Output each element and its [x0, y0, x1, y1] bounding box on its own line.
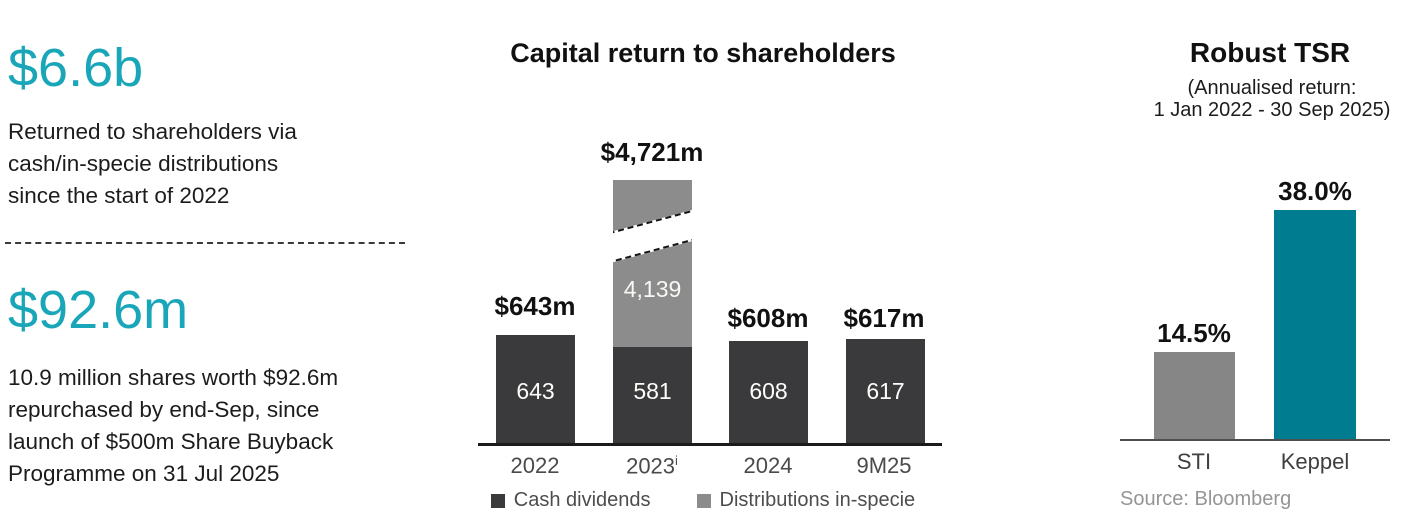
tsr-subtitle-line2: 1 Jan 2022 - 30 Sep 2025)	[1153, 99, 1391, 121]
category-2023-text: 2023	[626, 453, 676, 479]
tsr-sti-bar	[1154, 352, 1235, 440]
distributions-in-specie-swatch-icon	[696, 493, 711, 508]
bar-2023-inspecie-value: 4,139	[623, 276, 682, 302]
legend-item-distributions-in-specie: Distributions in-specie	[696, 489, 916, 512]
stat-returned-value: $6.6b	[8, 38, 144, 98]
total-label-2024: $608m	[727, 303, 809, 333]
bar-9m25-cash-value: 617	[866, 378, 905, 404]
tsr-subtitle-line1: (Annualised return:	[1187, 77, 1357, 99]
footnote-marker-i: i	[675, 453, 678, 468]
total-label-9m25: $617m	[843, 303, 925, 333]
bar-2024-cash-value: 608	[749, 378, 788, 404]
capital-return-x-axis	[478, 443, 942, 446]
stat-buyback-value: $92.6m	[8, 280, 189, 340]
stat-returned-line2: cash/in-specie distributions	[8, 151, 279, 176]
category-9m25: 9M25	[856, 453, 912, 478]
tsr-title: Robust TSR	[1189, 37, 1351, 68]
tsr-subtitle: (Annualised return: 1 Jan 2022 - 30 Sep …	[1117, 77, 1414, 121]
tsr-sti-value-label: 14.5%	[1157, 318, 1231, 348]
source-note: Source: Bloomberg	[1120, 488, 1292, 510]
capital-return-title: Capital return to shareholders	[510, 38, 896, 68]
capital-return-legend: Cash dividends Distributions in-specie	[420, 489, 986, 512]
bar-2022-cash-value: 643	[516, 378, 555, 404]
tsr-category-sti: STI	[1176, 449, 1212, 474]
stat-returned-line3: since the start of 2022	[8, 183, 230, 208]
cash-dividends-swatch-icon	[490, 493, 505, 508]
tsr-x-axis	[1120, 439, 1390, 441]
bar-9m25-cash-segment: 617	[846, 339, 925, 444]
tsr-keppel-value-label: 38.0%	[1278, 176, 1352, 206]
axis-break-band	[613, 208, 692, 264]
category-2024: 2024	[743, 453, 793, 478]
bar-2022-cash-segment: 643	[496, 335, 575, 444]
bar-2023-cash-value: 581	[633, 378, 672, 404]
dashed-divider	[5, 242, 405, 244]
total-label-2023: $4,721m	[600, 137, 704, 167]
legend-item-cash-dividends: Cash dividends	[490, 489, 651, 512]
stat-returned-line1: Returned to shareholders via	[8, 119, 297, 144]
stat-buyback-line1: 10.9 million shares worth $92.6m	[8, 365, 339, 390]
category-2023: 2023i	[592, 453, 712, 479]
bar-2023-cash-segment: 581	[613, 347, 692, 444]
category-2022: 2022	[510, 453, 560, 478]
bar-2024-cash-segment: 608	[729, 341, 808, 444]
bar-2023-inspecie-segment: 4,139	[613, 180, 692, 347]
stat-buyback-line3: launch of $500m Share Buyback	[8, 429, 334, 454]
stat-returned-description: Returned to shareholders via cash/in-spe…	[8, 116, 297, 212]
total-label-2022: $643m	[494, 291, 576, 321]
tsr-category-keppel: Keppel	[1280, 449, 1350, 474]
distributions-in-specie-label: Distributions in-specie	[719, 489, 916, 511]
stat-buyback-line2: repurchased by end-Sep, since	[8, 397, 320, 422]
stat-buyback-line4: Programme on 31 Jul 2025	[8, 461, 280, 486]
stat-buyback-description: 10.9 million shares worth $92.6m repurch…	[8, 362, 338, 490]
tsr-keppel-bar	[1274, 210, 1356, 440]
cash-dividends-label: Cash dividends	[513, 489, 651, 511]
